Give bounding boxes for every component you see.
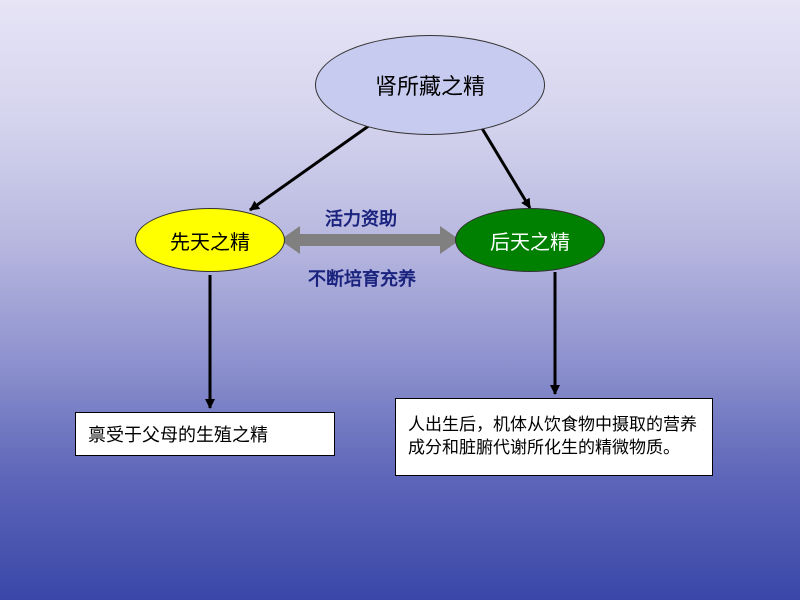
node-prenatal-essence-label: 先天之精 [170,226,250,255]
label-vitality-support-text: 活力资助 [325,209,397,229]
node-postnatal-essence: 后天之精 [455,208,605,272]
label-nourish-text: 不断培育充养 [308,269,416,289]
label-vitality-support: 活力资助 [325,205,397,231]
desc-postnatal: 人出生后，机体从饮食物中摄取的营养成分和脏腑代谢所化生的精微物质。 [395,398,713,476]
node-kidney-essence: 肾所藏之精 [315,35,545,135]
arrow-top-right [480,125,530,208]
desc-prenatal-text: 禀受于父母的生殖之精 [88,421,268,447]
node-kidney-essence-label: 肾所藏之精 [375,69,485,101]
arrow-top-left [250,125,370,210]
node-postnatal-essence-label: 后天之精 [490,226,570,255]
desc-postnatal-text: 人出生后，机体从饮食物中摄取的营养成分和脏腑代谢所化生的精微物质。 [408,414,700,460]
desc-prenatal: 禀受于父母的生殖之精 [75,412,335,456]
label-nourish: 不断培育充养 [308,265,416,291]
node-prenatal-essence: 先天之精 [135,208,285,272]
diagram-stage: 肾所藏之精 先天之精 后天之精 活力资助 不断培育充养 禀受于父母的生殖之精 人… [0,0,800,600]
